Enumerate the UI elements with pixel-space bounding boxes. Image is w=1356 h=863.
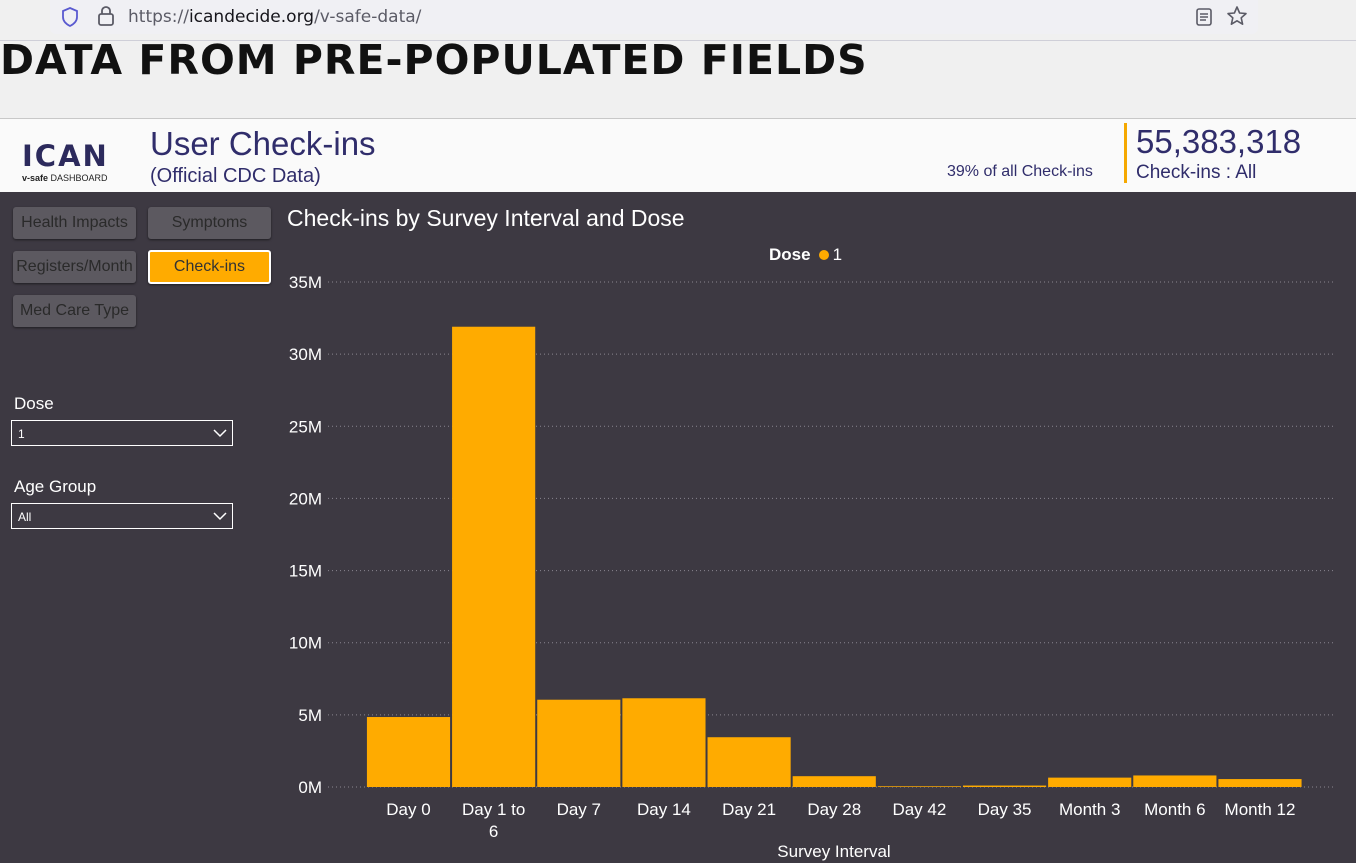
bar-day-1-to-6 xyxy=(452,326,536,787)
x-tick-label: Day 0 xyxy=(386,800,430,819)
x-tick-label: Month 3 xyxy=(1059,800,1120,819)
nav-button-symptoms[interactable]: Symptoms xyxy=(148,207,271,239)
x-tick-label: Month 6 xyxy=(1144,800,1205,819)
x-axis-title: Survey Interval xyxy=(777,842,890,861)
logo-sub-rest: DASHBOARD xyxy=(48,173,108,183)
y-tick-label: 15M xyxy=(289,562,322,581)
chart-title: Check-ins by Survey Interval and Dose xyxy=(287,205,685,231)
bar-month-12 xyxy=(1218,779,1302,787)
bookmark-star-icon[interactable] xyxy=(1226,5,1248,27)
y-tick-label: 25M xyxy=(289,417,322,436)
ican-logo: ICAN v-safe DASHBOARD xyxy=(22,141,118,183)
bar-day-42 xyxy=(877,786,961,787)
dose-filter-label: Dose xyxy=(14,394,54,413)
logo-sub-bold: v-safe xyxy=(22,173,49,183)
browser-url-bar[interactable]: https://icandecide.org/v-safe-data/ xyxy=(50,0,1258,34)
legend-dot-icon xyxy=(818,250,829,260)
chevron-down-icon xyxy=(213,512,227,521)
x-tick-label: Day 7 xyxy=(557,800,601,819)
x-tick-label: Day 28 xyxy=(807,800,861,819)
dashboard-subtitle: (Official CDC Data) xyxy=(150,165,321,187)
checkins-bar-chart: 0M 5M 10M 15M 20M 25M 30M 35M Day 0 Day 1 to 6 Day … xyxy=(289,273,1336,861)
percent-note: 39% of all Check-ins xyxy=(947,163,1093,180)
nav-button-med-care-type[interactable]: Med Care Type xyxy=(13,295,136,327)
kpi-accent-bar xyxy=(1124,123,1127,183)
dashboard-header: ICAN v-safe DASHBOARD User Check-ins (Of… xyxy=(0,118,1356,194)
y-tick-label: 5M xyxy=(298,706,322,725)
page-headline: DATA FROM PRE-POPULATED FIELDS xyxy=(0,36,868,84)
nav-button-health-impacts[interactable]: Health Impacts xyxy=(13,207,136,239)
dashboard-title: User Check-ins xyxy=(150,125,376,162)
logo-word: ICAN xyxy=(22,139,109,173)
url-prefix: https:// xyxy=(128,7,189,27)
kpi-value: 55,383,318 xyxy=(1136,123,1302,160)
bar-month-6 xyxy=(1133,775,1217,787)
lock-icon[interactable] xyxy=(96,5,116,27)
bar-day-14 xyxy=(622,698,706,787)
age-group-select[interactable]: All xyxy=(11,503,233,529)
nav-button-registers-month[interactable]: Registers/Month xyxy=(13,251,136,283)
chart-legend: Dose 1 xyxy=(769,245,842,265)
url-domain: icandecide.org xyxy=(188,7,315,27)
y-tick-label: 0M xyxy=(298,778,322,797)
y-tick-label: 35M xyxy=(289,273,322,292)
y-tick-label: 20M xyxy=(289,489,322,508)
chevron-down-icon xyxy=(213,429,227,438)
url-text[interactable]: https://icandecide.org/v-safe-data/ xyxy=(128,7,421,27)
nav-button-check-ins[interactable]: Check-ins xyxy=(148,250,271,284)
kpi-label: Check-ins : All xyxy=(1136,162,1257,183)
bar-month-3 xyxy=(1048,777,1132,787)
url-path: /v-safe-data/ xyxy=(314,7,422,27)
shield-icon[interactable] xyxy=(60,6,80,28)
y-tick-label: 10M xyxy=(289,634,322,653)
x-tick-label: Day 21 xyxy=(722,800,776,819)
age-group-filter-label: Age Group xyxy=(14,477,97,496)
logo-subtitle: v-safe DASHBOARD xyxy=(22,173,118,183)
bar-day-35 xyxy=(962,785,1047,787)
bar-day-7 xyxy=(537,699,621,787)
x-tick-label: 6 xyxy=(489,822,498,841)
x-tick-label: Month 12 xyxy=(1225,800,1296,819)
legend-series-name: 1 xyxy=(832,245,843,264)
bar-day-0 xyxy=(366,717,451,787)
dose-select[interactable]: 1 xyxy=(11,420,233,446)
y-tick-label: 30M xyxy=(289,345,322,364)
toolbar-divider xyxy=(0,40,1356,41)
reader-view-icon[interactable] xyxy=(1194,6,1214,28)
dashboard-panel: Health Impacts Symptoms Registers/Month … xyxy=(0,192,1356,863)
x-tick-label: Day 1 to xyxy=(462,800,525,819)
bar-day-21 xyxy=(707,737,791,787)
x-tick-label: Day 42 xyxy=(892,800,946,819)
x-tick-label: Day 14 xyxy=(637,800,691,819)
dose-select-value: 1 xyxy=(18,427,25,441)
age-group-select-value: All xyxy=(18,510,32,524)
bar-day-28 xyxy=(792,776,876,787)
legend-title: Dose xyxy=(769,245,811,264)
x-tick-label: Day 35 xyxy=(978,800,1032,819)
